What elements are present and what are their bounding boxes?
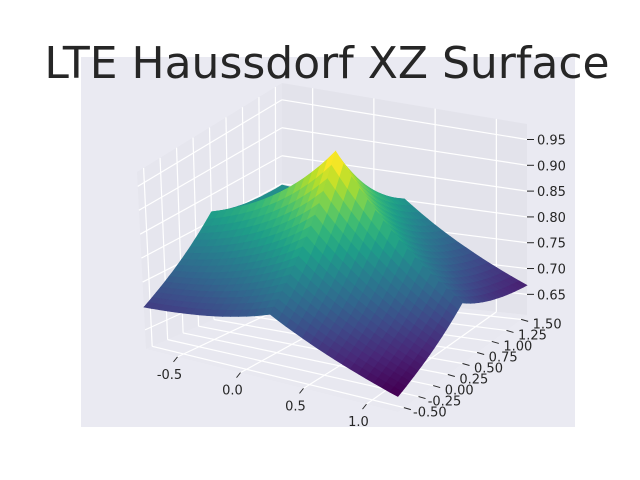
z-tick-label: 0.90	[537, 159, 566, 174]
x-tick-label: 1.0	[348, 415, 369, 430]
gridline	[137, 99, 283, 187]
y-tick-label: 0.75	[489, 350, 518, 365]
tick-mark	[447, 374, 455, 378]
z-tick-label: 0.95	[537, 133, 566, 148]
tick-mark	[362, 403, 367, 410]
gridline	[152, 345, 405, 409]
tick-mark	[477, 351, 485, 355]
y-tick-label: -0.25	[428, 395, 462, 410]
tick-mark	[403, 407, 412, 411]
tick-mark	[173, 356, 178, 363]
tick-mark	[520, 318, 529, 322]
surface-facet	[389, 386, 403, 397]
y-tick-label: 0.00	[445, 384, 474, 399]
y-tick-label: 0.50	[474, 362, 503, 377]
tick-mark	[506, 329, 514, 333]
gridline	[281, 99, 528, 141]
chart-title: LTE Haussdorf XZ Surface	[44, 38, 610, 89]
tick-mark	[418, 396, 426, 400]
z-tick-label: 0.80	[537, 211, 566, 226]
tick-mark	[433, 385, 441, 389]
gridline	[142, 167, 153, 347]
tick-labels: -0.50.00.51.0-0.50-0.250.000.250.500.751…	[157, 133, 566, 430]
gridline	[281, 127, 528, 166]
y-tick-label: -0.50	[413, 406, 447, 421]
tick-mark	[491, 340, 499, 344]
gridline	[167, 339, 419, 398]
gridline	[139, 155, 283, 235]
y-tick-label: 1.00	[503, 339, 532, 354]
x-tick-label: 0.0	[222, 384, 243, 399]
gridline	[138, 127, 283, 211]
x-tick-label: -0.5	[157, 368, 182, 383]
z-tick-label: 0.75	[537, 237, 566, 252]
gridline	[281, 155, 528, 192]
z-tick-label: 0.70	[537, 263, 566, 278]
y-tick-label: 1.25	[518, 328, 547, 343]
z-tick-label: 0.65	[537, 288, 566, 303]
x-tick-label: 0.5	[285, 399, 306, 414]
tick-mark	[462, 363, 470, 366]
tick-mark	[299, 388, 304, 394]
y-tick-label: 1.50	[533, 317, 562, 332]
z-tick-label: 0.85	[537, 185, 566, 200]
surface	[143, 150, 528, 397]
tick-mark	[236, 372, 241, 378]
y-tick-label: 0.25	[459, 373, 488, 388]
